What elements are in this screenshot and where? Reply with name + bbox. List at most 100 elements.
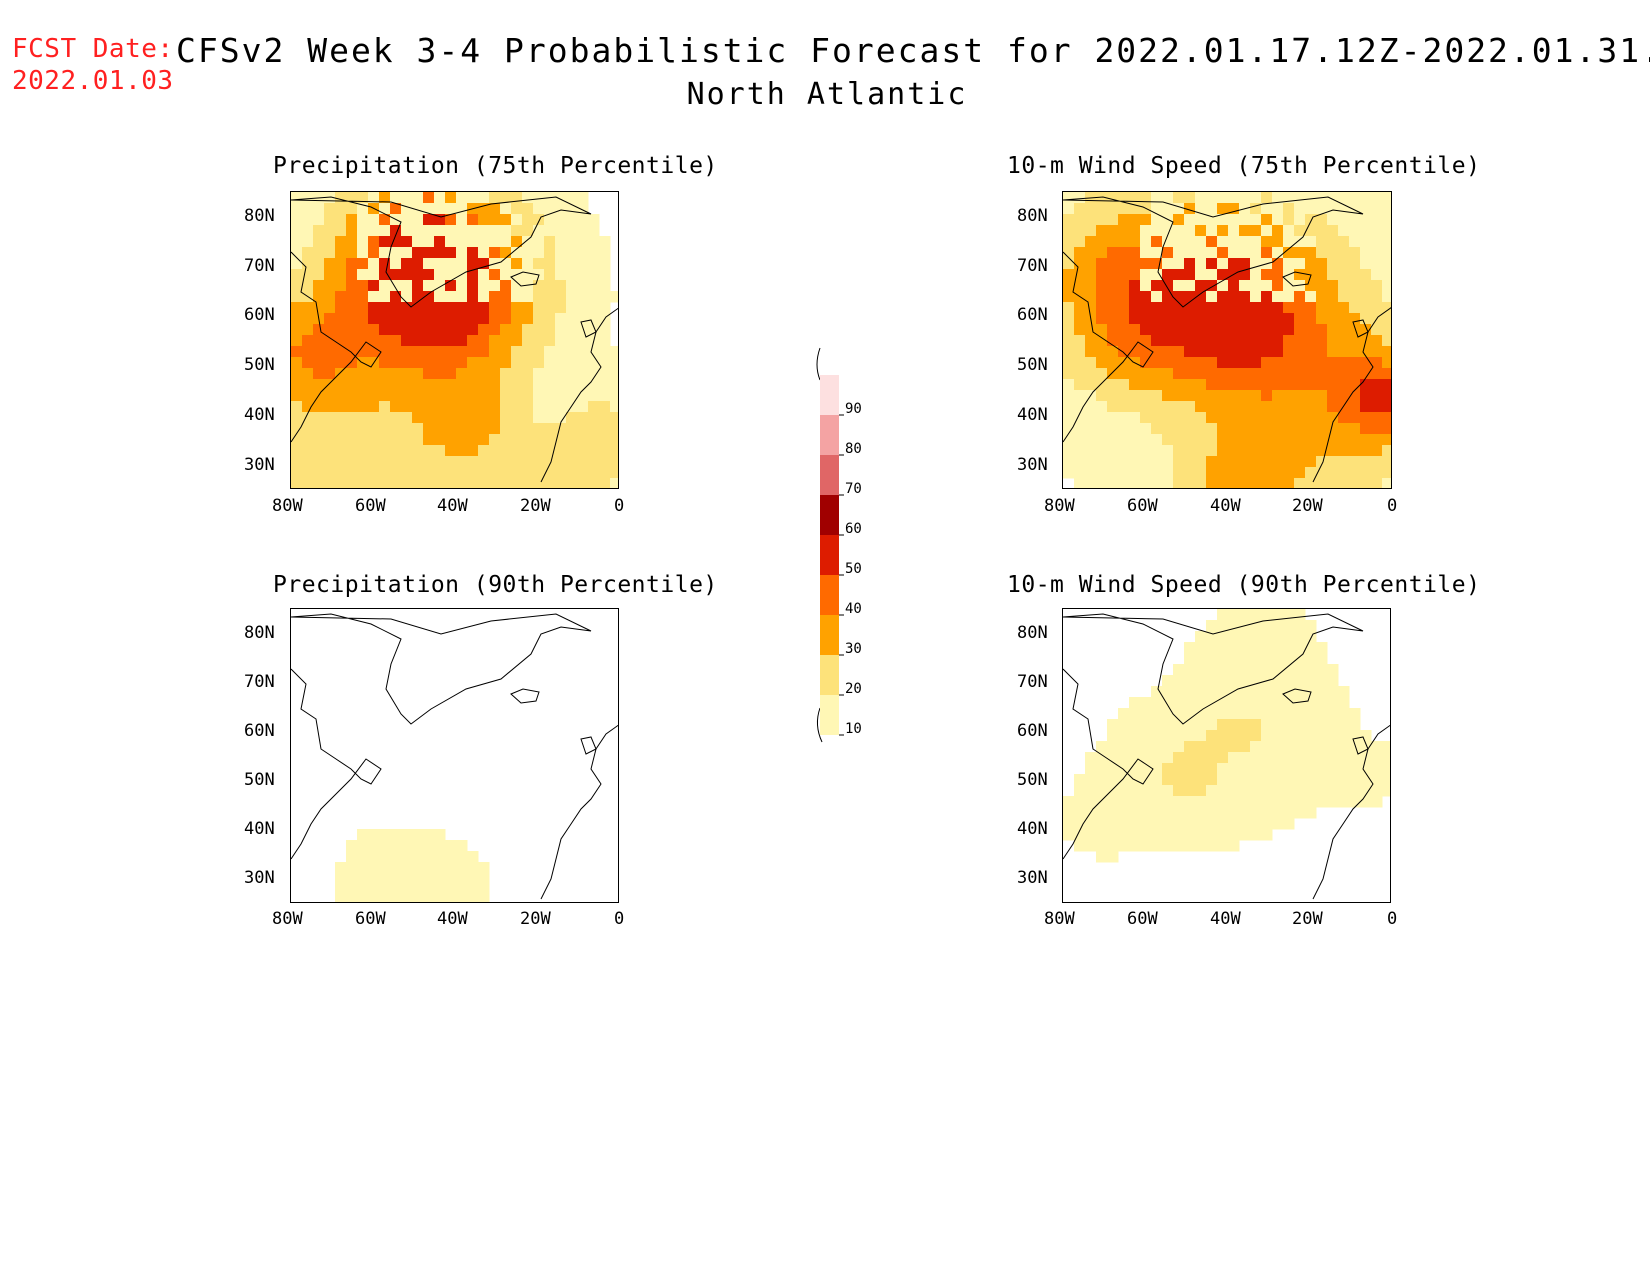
field-cell [577, 225, 589, 237]
lat-tick-label: 80N [244, 206, 275, 226]
field-cell [1118, 401, 1130, 413]
field-cell [1217, 401, 1229, 413]
coastline [1063, 251, 1154, 443]
field-cell [346, 214, 358, 226]
colorbar-label: 30 [845, 641, 862, 657]
field-cell [1294, 467, 1306, 479]
field-cell [555, 346, 567, 358]
field-cell [1129, 730, 1141, 742]
field-cell [1096, 807, 1108, 819]
field-cell [324, 335, 336, 347]
field-cell [1382, 423, 1391, 435]
field-cell [1382, 247, 1391, 259]
field-cell [1250, 434, 1262, 446]
field-cell [478, 225, 490, 237]
field-cell [1382, 401, 1391, 413]
field-cell [1129, 434, 1141, 446]
field-cell [1228, 390, 1240, 402]
field-cell [1316, 302, 1328, 314]
field-cell [379, 236, 391, 248]
field-cell [1096, 752, 1108, 764]
field-cell [1382, 203, 1391, 215]
field-cell [1173, 357, 1185, 369]
field-cell [478, 862, 490, 874]
field-cell [1261, 785, 1273, 797]
field-cell [423, 269, 435, 281]
field-cell [1327, 236, 1339, 248]
field-cell [1096, 379, 1108, 391]
field-cell [357, 467, 369, 479]
field-cell [1338, 346, 1350, 358]
field-cell [1228, 829, 1240, 841]
field-cell [1283, 236, 1295, 248]
field-cell [1272, 697, 1284, 709]
field-cell [423, 840, 435, 852]
field-cell [456, 884, 468, 896]
field-cell [1250, 774, 1262, 786]
field-cell [467, 851, 479, 863]
field-cell [379, 390, 391, 402]
field-cell [412, 379, 424, 391]
field-cell [291, 412, 303, 424]
field-cell [1151, 214, 1163, 226]
field-cell [335, 313, 347, 325]
field-cell [1272, 456, 1284, 468]
field-cell [445, 302, 457, 314]
field-cell [412, 324, 424, 336]
field-cell [401, 851, 413, 863]
field-cell [1360, 763, 1372, 775]
field-cell [1283, 478, 1295, 488]
field-cell [1195, 796, 1207, 808]
field-cell [379, 291, 391, 303]
field-cell [1140, 368, 1152, 380]
field-cell [610, 357, 618, 369]
field-cell [324, 313, 336, 325]
field-cell [1107, 390, 1119, 402]
field-cell [1283, 653, 1295, 665]
field-cell [291, 390, 303, 402]
field-cell [1140, 829, 1152, 841]
field-cell [390, 829, 402, 841]
field-cell [1239, 818, 1251, 830]
field-cell [1239, 609, 1251, 621]
field-cell [522, 423, 534, 435]
lon-tick-label: 0 [614, 909, 625, 929]
field-cell [423, 884, 435, 896]
field-cell [335, 192, 347, 204]
field-cell [412, 280, 424, 292]
field-cell [1074, 236, 1086, 248]
field-cell [1195, 829, 1207, 841]
field-cell [544, 291, 556, 303]
field-cell [302, 192, 314, 204]
field-cell [434, 302, 446, 314]
field-cell [1162, 203, 1174, 215]
field-cell [1338, 203, 1350, 215]
field-cell [1327, 313, 1339, 325]
field-cell [544, 379, 556, 391]
field-cell [1162, 697, 1174, 709]
field-cell [555, 357, 567, 369]
field-cell [610, 456, 618, 468]
field-cell [1316, 214, 1328, 226]
field-cell [456, 357, 468, 369]
field-cell [533, 247, 545, 259]
field-cell [456, 840, 468, 852]
panel-title: Precipitation (75th Percentile) [273, 153, 718, 179]
field-cell [1316, 412, 1328, 424]
map-plot [290, 608, 619, 903]
field-cell [1239, 390, 1251, 402]
field-cell [1184, 434, 1196, 446]
field-cell [302, 236, 314, 248]
field-cell [1228, 818, 1240, 830]
field-cell [1184, 412, 1196, 424]
field-cell [1305, 456, 1317, 468]
field-cell [1195, 368, 1207, 380]
colorbar-cell [820, 575, 839, 615]
field-cell [1239, 445, 1251, 457]
field-cell [1140, 269, 1152, 281]
field-cell [324, 269, 336, 281]
field-cell [357, 269, 369, 281]
field-cell [1217, 719, 1229, 731]
field-cell [522, 368, 534, 380]
field-cell [1228, 631, 1240, 643]
